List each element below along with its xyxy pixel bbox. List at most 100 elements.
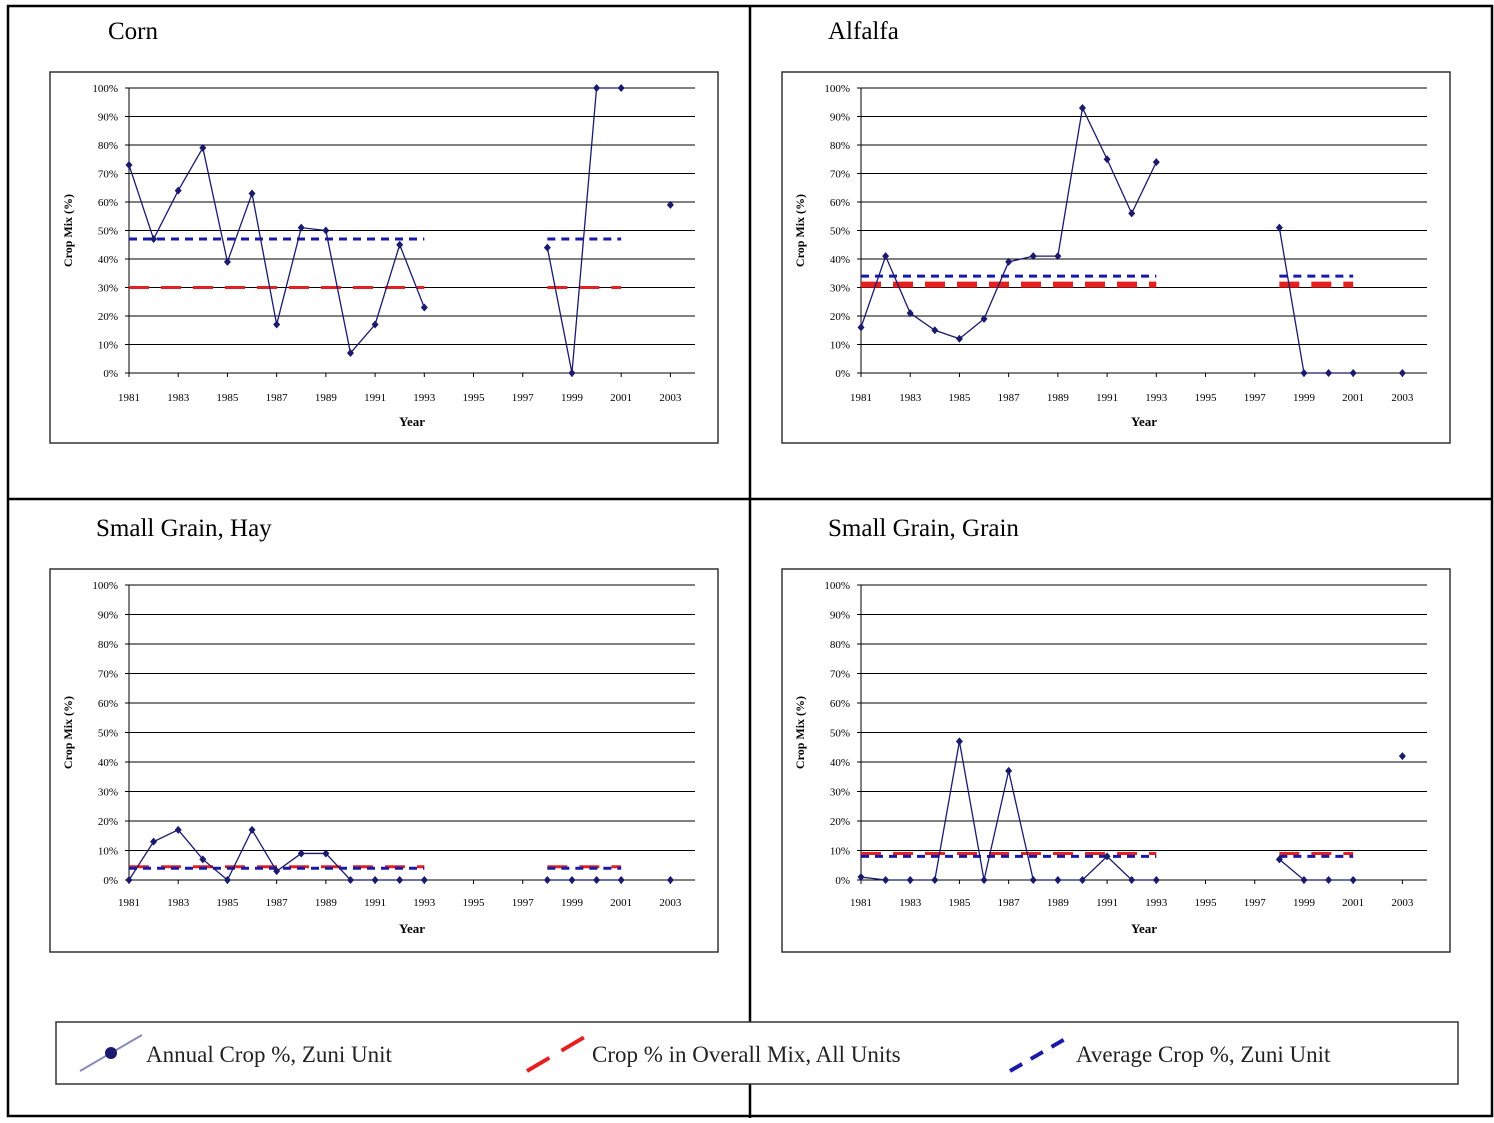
y-tick-label: 100% (92, 580, 118, 592)
x-tick-label: 2003 (659, 897, 682, 909)
annual-crop-point (1152, 158, 1160, 167)
annual-crop-point (1398, 752, 1406, 761)
x-axis-label: Year (1131, 921, 1157, 936)
x-tick-label: 2001 (610, 392, 632, 404)
annual-crop-point (980, 314, 988, 323)
y-tick-label: 80% (98, 140, 118, 152)
x-tick-label: 1993 (413, 897, 436, 909)
y-tick-label: 70% (98, 669, 118, 681)
legend-annual-marker-icon (105, 1047, 117, 1059)
annual-crop-point (1005, 257, 1013, 266)
annual-crop-point (223, 257, 231, 266)
y-tick-label: 40% (98, 757, 118, 769)
annual-crop-point (543, 876, 551, 884)
x-tick-label: 1993 (1145, 392, 1168, 404)
annual-crop-point (980, 876, 988, 884)
y-tick-label: 10% (830, 340, 850, 352)
annual-crop-point (1005, 766, 1013, 775)
annual-crop-point (666, 200, 674, 209)
y-tick-label: 10% (98, 846, 118, 858)
x-tick-label: 1997 (1244, 897, 1267, 909)
x-tick-label: 1983 (167, 392, 190, 404)
annual-crop-point (906, 876, 914, 884)
x-tick-label: 1995 (1195, 897, 1218, 909)
y-axis-label: Crop Mix (%) (793, 194, 807, 267)
y-tick-label: 0% (835, 875, 850, 887)
annual-crop-point (223, 876, 231, 884)
annual-crop-point (420, 876, 428, 884)
annual-crop-point (297, 223, 305, 232)
x-axis-label: Year (399, 921, 425, 936)
x-axis-label: Year (1131, 414, 1157, 429)
x-tick-label: 1995 (1195, 392, 1218, 404)
annual-crop-point (882, 252, 890, 261)
annual-crop-point (1300, 369, 1308, 377)
annual-crop-point (1029, 252, 1037, 261)
x-tick-label: 1997 (1244, 392, 1267, 404)
y-tick-label: 40% (830, 254, 850, 266)
x-tick-label: 1991 (364, 897, 386, 909)
annual-crop-point (1349, 876, 1357, 884)
y-tick-label: 10% (830, 846, 850, 858)
annual-crop-point (1325, 876, 1333, 884)
x-tick-label: 1991 (1096, 392, 1118, 404)
chart-alfalfa: 0% 10% 20% 30% 40% 50% 60% 70% 80% 90% 100% 1981 198… (793, 83, 1427, 429)
annual-crop-point (1325, 369, 1333, 377)
x-tick-label: 1995 (463, 897, 486, 909)
annual-crop-point (396, 240, 404, 249)
x-tick-label: 1997 (512, 392, 535, 404)
x-tick-label: 1987 (998, 392, 1021, 404)
annual-crop-line (546, 87, 622, 374)
legend-overall-label: Crop % in Overall Mix, All Units (592, 1042, 901, 1067)
x-tick-label: 1981 (850, 392, 872, 404)
annual-crop-point (1128, 876, 1136, 884)
annual-crop-point (150, 235, 158, 244)
y-tick-label: 100% (824, 83, 850, 95)
annual-crop-point (666, 876, 674, 884)
annual-crop-point (297, 849, 305, 858)
y-tick-label: 60% (830, 698, 850, 710)
x-tick-label: 1981 (118, 897, 140, 909)
x-tick-label: 1985 (216, 392, 239, 404)
annual-crop-point (955, 334, 963, 343)
legend-annual-label: Annual Crop %, Zuni Unit (146, 1042, 392, 1067)
y-tick-label: 10% (98, 340, 118, 352)
x-tick-label: 2001 (1342, 897, 1364, 909)
y-tick-label: 50% (830, 226, 850, 238)
annual-crop-point (1275, 855, 1283, 864)
annual-crop-point (322, 849, 330, 858)
y-tick-label: 20% (830, 311, 850, 323)
annual-crop-point (273, 320, 281, 329)
annual-crop-point (931, 876, 939, 884)
chart-small-grain-grain: 0% 10% 20% 30% 40% 50% 60% 70% 80% 90% 100% 1981 198… (793, 580, 1427, 936)
annual-crop-point (543, 243, 551, 252)
x-tick-label: 1993 (413, 392, 436, 404)
annual-crop-point (617, 84, 625, 92)
x-tick-label: 2001 (610, 897, 632, 909)
x-tick-label: 1981 (850, 897, 872, 909)
x-tick-label: 1987 (998, 897, 1021, 909)
annual-crop-point (568, 369, 576, 377)
annual-crop-point (1103, 852, 1111, 861)
chart-small-grain-hay: 0% 10% 20% 30% 40% 50% 60% 70% 80% 90% 100% 1981 198… (61, 580, 695, 936)
y-tick-label: 0% (103, 875, 118, 887)
x-tick-label: 1999 (561, 392, 584, 404)
panel-title-corn: Corn (108, 18, 159, 45)
annual-crop-point (1349, 369, 1357, 377)
y-tick-label: 20% (98, 311, 118, 323)
y-tick-label: 70% (830, 169, 850, 181)
y-tick-label: 90% (98, 112, 118, 124)
y-tick-label: 80% (830, 639, 850, 651)
y-tick-label: 90% (830, 610, 850, 622)
x-tick-label: 1983 (167, 897, 190, 909)
legend-average-dash-icon (1008, 1033, 1074, 1073)
legend-overall-dash-icon (525, 1033, 590, 1073)
x-tick-label: 2001 (1342, 392, 1364, 404)
x-tick-label: 1981 (118, 392, 140, 404)
annual-crop-point (1078, 103, 1086, 112)
y-tick-label: 50% (830, 728, 850, 740)
y-tick-label: 60% (98, 197, 118, 209)
y-tick-label: 0% (835, 368, 850, 380)
y-tick-label: 70% (98, 169, 118, 181)
annual-crop-point (906, 309, 914, 318)
